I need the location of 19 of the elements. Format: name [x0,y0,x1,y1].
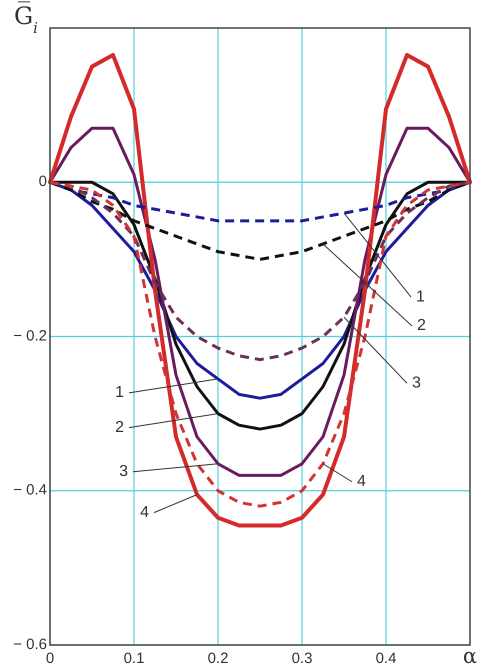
x-tick-label: 0.3 [292,650,312,667]
annotation: 1 [416,288,425,306]
line-series [48,52,472,528]
annotation: 1 [115,384,124,402]
annotation: 3 [119,462,128,480]
x-axis-title: α [462,644,478,668]
y-tick-label: 0 [38,173,47,190]
y-tick-label: − 0.2 [13,327,47,344]
annotation: 2 [115,418,124,436]
x-tick-label: 0.1 [124,650,144,667]
annotation: 4 [140,504,150,521]
y-axis-title: G̅$_{i}$ [14,0,38,37]
annotation: 3 [412,374,421,392]
annotation: 4 [357,472,366,490]
annotation: 2 [417,317,426,334]
x-tick-label: 0.4 [376,650,396,667]
y-tick-label: − 0.6 [13,636,47,653]
y-tick-label: − 0.4 [13,482,47,499]
x-tick-label: 0.2 [208,650,228,667]
